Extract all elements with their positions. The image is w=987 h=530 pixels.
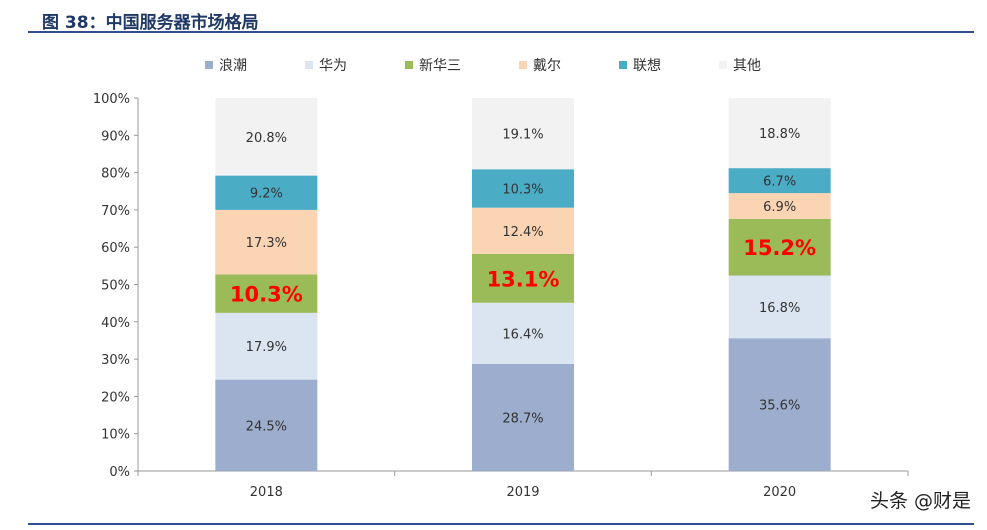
legend-label: 戴尔 [533,58,561,74]
figure-title: 图 38：中国服务器市场格局 [42,13,259,33]
y-tick-label: 80% [101,167,130,182]
bar-segment [728,168,831,194]
data-label: 6.7% [763,175,796,190]
data-label: 24.5% [246,419,287,434]
y-tick-label: 70% [101,204,130,219]
legend-item: 戴尔 [519,55,561,75]
bar-segment [472,253,574,303]
legend-swatch [519,61,527,69]
bar-segment [728,98,831,169]
legend-swatch [719,61,727,69]
bar-segment [728,338,831,471]
legend-swatch [405,61,413,69]
bar-segment [215,98,318,176]
data-label: 16.4% [502,327,543,342]
watermark: 头条 @财是 [869,490,971,512]
bar-segment [472,98,574,170]
data-label: 10.3% [502,182,543,197]
data-label-highlight: 15.2% [743,236,816,260]
data-label: 18.8% [759,127,800,142]
bar-segment [215,209,318,275]
legend-swatch [305,61,313,69]
data-label: 17.9% [246,340,287,355]
y-tick-label: 20% [101,390,130,405]
bar-segment [215,175,318,210]
x-tick-label: 2019 [506,485,539,500]
y-tick-label: 50% [101,279,130,294]
bar-segment [472,302,574,364]
legend-swatch [205,61,213,69]
data-label-highlight: 10.3% [230,283,303,307]
x-tick-label: 2020 [763,485,796,500]
data-label: 28.7% [502,411,543,426]
data-label: 19.1% [502,128,543,143]
data-label: 16.8% [759,301,800,316]
legend-swatch [619,61,627,69]
data-label: 20.8% [246,131,287,146]
bar-segment [472,207,574,254]
legend-item: 华为 [305,55,347,75]
bottom-rule [28,523,974,525]
data-label: 9.2% [250,187,283,202]
y-tick-label: 30% [101,353,130,368]
bar-segment [215,274,318,313]
legend-label: 联想 [633,58,661,74]
legend-label: 华为 [319,58,347,74]
legend-item: 其他 [719,55,761,75]
legend-label: 浪潮 [219,58,247,74]
legend-label: 新华三 [419,58,461,74]
y-tick-label: 90% [101,129,130,144]
data-label: 12.4% [502,225,543,240]
legend-label: 其他 [733,58,761,74]
bar-segment [215,379,318,471]
data-label: 6.9% [763,200,796,215]
y-tick-label: 100% [93,92,130,107]
y-tick-label: 0% [109,465,130,480]
bar-segment [728,275,831,339]
bar-segment [728,193,831,219]
data-label-highlight: 13.1% [487,267,560,291]
legend-item: 浪潮 [205,55,247,75]
top-rule [28,31,974,33]
y-tick-label: 10% [101,428,130,443]
bar-segment [472,169,574,208]
legend-item: 联想 [619,55,661,75]
data-label: 17.3% [246,236,287,251]
bar-segment [215,312,318,380]
y-tick-label: 60% [101,241,130,256]
y-tick-label: 40% [101,316,130,331]
legend: 浪潮 华为 新华三 戴尔 联想 其他 [205,55,819,75]
bar-segment [728,218,831,276]
bar-segment [472,363,574,471]
x-tick-label: 2018 [250,485,283,500]
legend-item: 新华三 [405,55,461,75]
data-label: 35.6% [759,399,800,414]
